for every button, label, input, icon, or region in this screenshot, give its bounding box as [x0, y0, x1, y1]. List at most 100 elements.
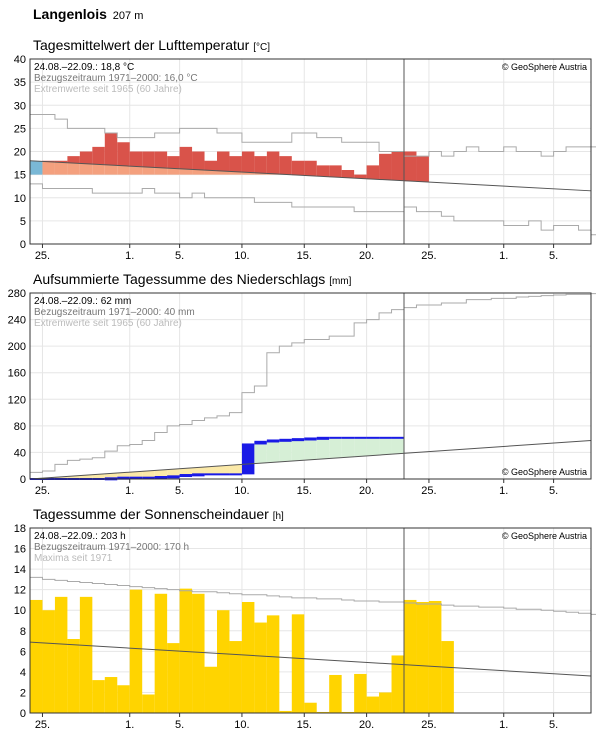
x-tick-label: 20. [359, 719, 374, 729]
x-tick-label: 1. [499, 719, 508, 729]
temp-base-bar [192, 169, 205, 175]
x-tick-label: 1. [499, 250, 508, 262]
temp-min-line [30, 183, 596, 236]
temp-base-bar [67, 163, 80, 175]
precip-deficit-area [79, 475, 93, 479]
precip-deficit-area [179, 468, 193, 476]
precipitation-title-text: Aufsummierte Tagessumme des Niederschlag… [33, 271, 326, 287]
temperature-title-text: Tagesmittelwert der Lufttemperatur [33, 37, 250, 53]
temp-above-bar [254, 156, 267, 174]
sunshine-bar [279, 710, 292, 713]
precip-daily-bar [254, 441, 267, 445]
temp-above-bar [404, 151, 417, 182]
x-tick-label: 20. [359, 250, 374, 262]
temp-above-bar [92, 146, 105, 165]
precip-deficit-area [204, 466, 217, 475]
x-tick-label: 1. [125, 485, 134, 497]
x-tick-label: 15. [297, 250, 312, 262]
plot-frame [29, 58, 592, 245]
y-tick-label: 10 [14, 605, 26, 617]
temp-below-bar [30, 161, 43, 175]
precip-surplus-area [354, 437, 367, 457]
temp-above-bar [67, 156, 80, 164]
y-tick-label: 40 [14, 447, 26, 459]
y-tick-label: 160 [8, 368, 26, 380]
temp-base-bar [129, 166, 143, 175]
y-tick-label: 10 [14, 193, 26, 205]
x-tick-label: 1. [125, 719, 134, 729]
sunshine-title-text: Tagessumme der Sonnenscheindauer [33, 506, 269, 522]
y-tick-label: 4 [20, 667, 26, 679]
precip-normal-line [29, 439, 592, 480]
sunshine-unit: [h] [272, 511, 284, 522]
temp-above-bar [104, 133, 118, 166]
x-tick-label: 10. [234, 719, 249, 729]
y-tick-label: 25 [14, 123, 26, 135]
temp-base-bar [154, 167, 168, 175]
sunshine-bar [30, 599, 43, 713]
x-tick-label: 10. [234, 250, 249, 262]
station-elevation: 207 m [112, 10, 144, 22]
sunshine-bar [354, 673, 367, 713]
temp-above-bar [279, 156, 292, 175]
temp-base-bar [241, 172, 255, 175]
temp-base-bar [79, 163, 93, 175]
copyright-label: © GeoSphere Austria [502, 467, 587, 477]
plot-frame [29, 527, 592, 714]
precip-deficit-area [167, 469, 180, 477]
temp-above-bar [379, 153, 392, 180]
y-tick-label: 16 [14, 544, 26, 556]
precip-daily-bar [241, 444, 255, 475]
temp-base-bar [179, 169, 193, 175]
precipitation-chart-title: Aufsummierte Tagessumme des Niederschlag… [33, 271, 351, 287]
sunshine-bar [341, 711, 355, 713]
sunshine-bar [241, 602, 255, 713]
legend-current: 24.08.–22.09.: 18,8 °C [34, 62, 134, 73]
precip-surplus-area [341, 437, 355, 458]
copyright-label: © GeoSphere Austria [502, 62, 587, 72]
sunshine-bar [42, 610, 55, 713]
sunshine-bar [142, 694, 155, 713]
copyright-label: © GeoSphere Austria [502, 531, 587, 541]
sunshine-bar [217, 610, 230, 713]
legend-normal: Bezugszeitraum 1971–2000: 40 mm [34, 307, 195, 318]
y-tick-label: 120 [8, 394, 26, 406]
x-tick-label: 5. [175, 719, 184, 729]
sunshine-bar [104, 677, 118, 713]
sunshine-bar [79, 596, 93, 713]
precip-surplus-area [279, 439, 292, 462]
precip-surplus-area [266, 440, 280, 463]
temp-above-bar [266, 151, 280, 174]
temp-above-bar [391, 151, 404, 181]
precip-deficit-area [192, 467, 205, 475]
x-tick-label: 5. [549, 719, 558, 729]
x-tick-label: 1. [499, 485, 508, 497]
y-tick-label: 0 [20, 474, 26, 486]
temp-above-bar [416, 156, 429, 182]
temp-above-bar [291, 160, 305, 176]
sunshine-bar [192, 593, 205, 713]
y-tick-label: 12 [14, 585, 26, 597]
temp-above-bar [204, 160, 217, 171]
precip-surplus-area [316, 437, 330, 459]
sunshine-bar [441, 641, 454, 713]
temp-above-bar [192, 151, 205, 170]
y-tick-label: 30 [14, 100, 26, 112]
precip-surplus-area [291, 439, 305, 461]
sunshine-bar [366, 696, 380, 713]
temperature-chart-title: Tagesmittelwert der Lufttemperatur [°C] [33, 37, 270, 53]
x-tick-label: 25. [421, 719, 436, 729]
x-tick-label: 5. [175, 250, 184, 262]
legend-extremes: Extremwerte seit 1965 (60 Jahre) [34, 84, 182, 95]
legend-current: 24.08.–22.09.: 62 mm [34, 296, 131, 307]
sunshine-bar [416, 602, 429, 713]
y-tick-label: 35 [14, 77, 26, 89]
sunshine-bar [404, 599, 417, 713]
temp-above-bar [154, 151, 168, 168]
precip-deficit-area [117, 472, 130, 478]
sunshine-bar [54, 596, 68, 713]
legend-extremes: Maxima seit 1971 [34, 553, 113, 564]
precipitation-chart: 0 40 80 120 160 200 240 280 25. 1. 5. 10. 15. 20. 25. 1… [8, 288, 596, 497]
precip-max-line [30, 293, 596, 473]
temp-base-bar [204, 170, 217, 175]
